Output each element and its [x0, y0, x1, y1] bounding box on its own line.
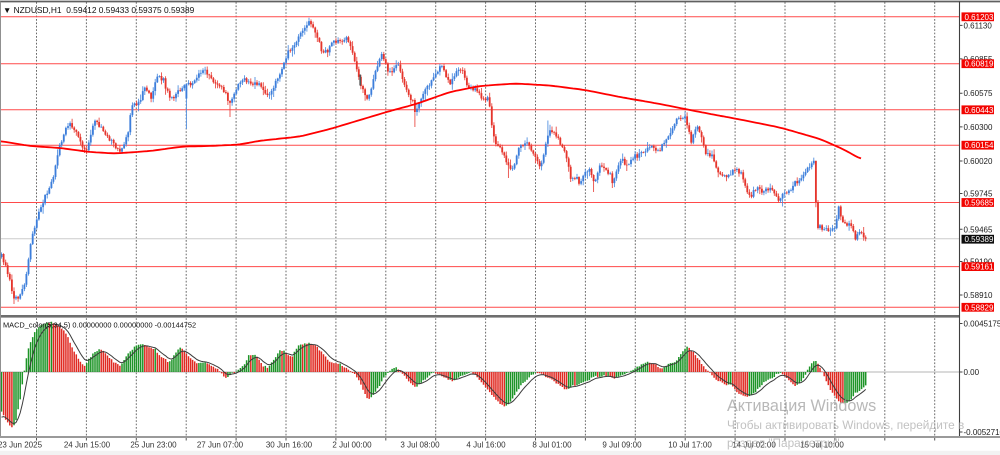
- svg-text:▼ NZDUSD,H1 0.59412 0.59433 0: ▼ NZDUSD,H1 0.59412 0.59433 0.59375 0.59…: [3, 5, 195, 15]
- svg-text:Чтобы активировать Windows, пе: Чтобы активировать Windows, перейдите в: [727, 418, 964, 432]
- svg-text:0.0045175: 0.0045175: [964, 320, 1000, 329]
- svg-text:15 Jul 10:00: 15 Jul 10:00: [800, 441, 844, 450]
- svg-text:8 Jul 01:00: 8 Jul 01:00: [532, 441, 572, 450]
- svg-text:0.61130: 0.61130: [964, 21, 993, 30]
- svg-text:3 Jul 08:00: 3 Jul 08:00: [400, 441, 440, 450]
- svg-text:0.61203: 0.61203: [965, 13, 994, 22]
- svg-text:0.60443: 0.60443: [965, 106, 994, 115]
- svg-text:Активация Windows: Активация Windows: [727, 397, 876, 415]
- svg-text:23 Jun 2025: 23 Jun 2025: [0, 441, 43, 450]
- svg-text:0.59389: 0.59389: [965, 235, 994, 244]
- svg-text:14 Jul 02:00: 14 Jul 02:00: [732, 441, 776, 450]
- svg-text:10 Jul 17:00: 10 Jul 17:00: [668, 441, 712, 450]
- svg-text:0.60154: 0.60154: [965, 141, 994, 150]
- svg-text:0.60819: 0.60819: [965, 60, 994, 69]
- svg-text:30 Jun 16:00: 30 Jun 16:00: [266, 441, 313, 450]
- svg-text:0.58829: 0.58829: [965, 303, 994, 312]
- svg-text:4 Jul 16:00: 4 Jul 16:00: [466, 441, 506, 450]
- svg-text:раздел "Параметры".: раздел "Параметры".: [727, 436, 843, 450]
- svg-text:0.58910: 0.58910: [964, 291, 993, 300]
- svg-text:0.59685: 0.59685: [965, 199, 994, 208]
- svg-text:25 Jun 23:00: 25 Jun 23:00: [130, 441, 177, 450]
- svg-text:9 Jul 09:00: 9 Jul 09:00: [602, 441, 642, 450]
- svg-text:MACD_color(5,34,5) 0.00000000: MACD_color(5,34,5) 0.00000000 0.00000000…: [3, 321, 196, 330]
- svg-text:0.59161: 0.59161: [965, 263, 994, 272]
- svg-text:2 Jul 00:00: 2 Jul 00:00: [332, 441, 372, 450]
- svg-text:27 Jun 07:00: 27 Jun 07:00: [197, 441, 244, 450]
- svg-text:0.00: 0.00: [964, 368, 980, 377]
- svg-text:0.59190: 0.59190: [964, 258, 993, 267]
- svg-text:0.59465: 0.59465: [964, 225, 993, 234]
- svg-text:-0.0052710: -0.0052710: [964, 428, 1000, 437]
- svg-text:0.59745: 0.59745: [964, 190, 993, 199]
- svg-text:0.60575: 0.60575: [964, 89, 993, 98]
- svg-text:24 Jun 15:00: 24 Jun 15:00: [64, 441, 111, 450]
- svg-text:0.60020: 0.60020: [964, 157, 993, 166]
- svg-text:0.60300: 0.60300: [964, 123, 993, 132]
